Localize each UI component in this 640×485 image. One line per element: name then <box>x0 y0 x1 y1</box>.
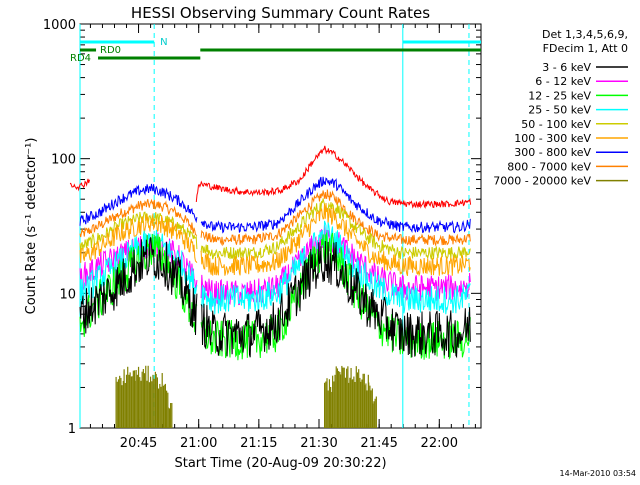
x-axis-label: Start Time (20-Aug-09 20:30:22) <box>174 456 386 471</box>
x-tick-label: 21:00 <box>180 436 217 451</box>
legend-label: 100 - 300 keV <box>514 132 591 145</box>
y-tick-label: 1 <box>68 422 76 437</box>
series-line-300-800-keV <box>200 176 471 234</box>
series-line-12-25-keV <box>79 233 198 337</box>
y-tick-label: 10 <box>59 287 76 302</box>
series-line-800-7000-keV <box>200 189 471 247</box>
series-line-3-6-keV <box>200 240 471 359</box>
series-line-100-300-keV <box>200 202 471 277</box>
series-line-50-100-keV <box>79 211 198 253</box>
x-tick-label: 20:45 <box>120 436 157 451</box>
flag-label-rd4: RD4 <box>70 53 91 64</box>
legend-label: 3 - 6 keV <box>542 61 591 74</box>
series-line-800-7000-keV <box>79 198 198 238</box>
x-tick-label: 21:15 <box>240 436 277 451</box>
flags-layer: N RD0 RD4 <box>70 37 481 64</box>
series-layer <box>69 145 472 428</box>
chart-title: HESSI Observing Summary Count Rates <box>131 4 430 22</box>
series-line-red-left <box>69 178 90 192</box>
series-line-300-800-keV <box>79 183 198 226</box>
legend-label: 12 - 25 keV <box>528 89 591 102</box>
legend-label: 6 - 12 keV <box>535 75 591 88</box>
x-tick-label: 22:00 <box>421 436 458 451</box>
legend-header-line2: FDecim 1, Att 0 <box>543 42 628 55</box>
series-line-25-50-keV <box>79 229 198 305</box>
flag-label-rd0: RD0 <box>100 45 121 56</box>
y-axis-label: Count Rate (s⁻¹ detector⁻¹) <box>24 138 39 315</box>
flag-label-n: N <box>160 37 167 48</box>
legend-header-line1: Det 1,3,4,5,6,9, <box>542 28 628 41</box>
timestamp: 14-Mar-2010 03:54 <box>560 469 637 478</box>
legend-label: 7000 - 20000 keV <box>493 175 591 188</box>
text-layer: HESSI Observing Summary Count Rates Start… <box>24 4 636 478</box>
axes-layer: 1 10 100 1000 20:45 21:00 21:15 21:30 21:45 22:00 <box>43 18 482 451</box>
legend-label: 800 - 7000 keV <box>507 160 591 173</box>
legend-label: 25 - 50 keV <box>528 104 591 117</box>
series-line-100-300-keV <box>79 213 198 263</box>
legend-label: 50 - 100 keV <box>521 118 591 131</box>
series-line-6-12-keV <box>79 232 198 290</box>
x-tick-label: 21:45 <box>360 436 397 451</box>
x-tick-label: 21:30 <box>300 436 337 451</box>
series-line-red-main <box>195 145 472 209</box>
series-line-50-100-keV <box>200 198 471 261</box>
series-line-3-6-keV <box>79 237 198 336</box>
legend-layer: Det 1,3,4,5,6,9,FDecim 1, Att 0 3 - 6 keV… <box>493 28 628 188</box>
y-tick-label: 100 <box>51 153 76 168</box>
legend-label: 300 - 800 keV <box>514 146 591 159</box>
y-tick-label: 1000 <box>43 18 76 33</box>
